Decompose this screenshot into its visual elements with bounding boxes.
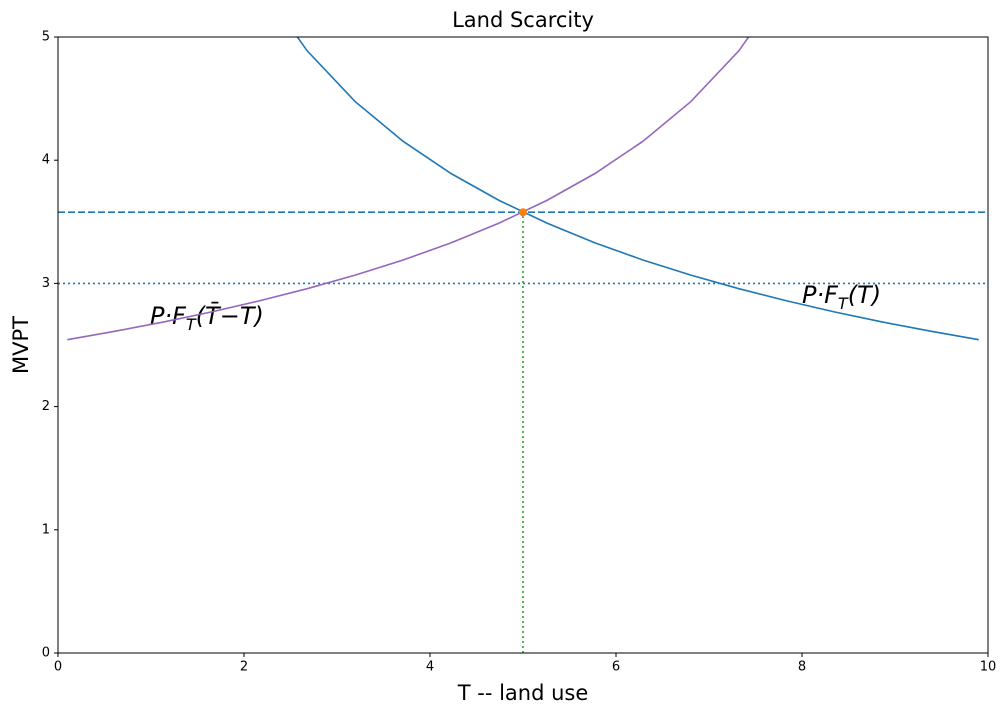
annotation: P·FT(T̄−T)	[150, 301, 264, 334]
annotation-subscript: T	[186, 315, 197, 334]
annotation-text: (T̄−T)	[196, 301, 264, 330]
y-axis-label: MVPT	[9, 316, 33, 374]
annotation-subscript: T	[838, 294, 849, 313]
annotation-text: (T)	[848, 281, 881, 309]
y-tick-label: 2	[42, 399, 50, 414]
y-tick-label: 1	[42, 522, 50, 537]
y-tick-label: 3	[42, 276, 50, 291]
line-series	[67, 37, 750, 341]
y-tick-label: 4	[42, 153, 50, 168]
x-axis-label: T -- land use	[457, 681, 589, 705]
x-tick-label: 4	[426, 660, 434, 675]
annotation-text: P·F	[150, 302, 187, 330]
x-tick-label: 2	[240, 660, 248, 675]
line-series	[296, 37, 979, 341]
chart-title: Land Scarcity	[452, 8, 594, 32]
annotation: P·FT(T)	[802, 281, 881, 313]
plot-area	[58, 37, 988, 653]
axes-frame	[57, 36, 989, 654]
y-tick-label: 0	[42, 646, 50, 661]
annotation-text: P·F	[802, 281, 839, 309]
equilibrium-point	[519, 208, 527, 217]
x-tick-label: 8	[798, 660, 806, 675]
y-tick-label: 5	[42, 30, 50, 45]
x-tick-label: 10	[980, 660, 997, 675]
x-tick-label: 6	[612, 660, 620, 675]
x-tick-label: 0	[54, 660, 62, 675]
